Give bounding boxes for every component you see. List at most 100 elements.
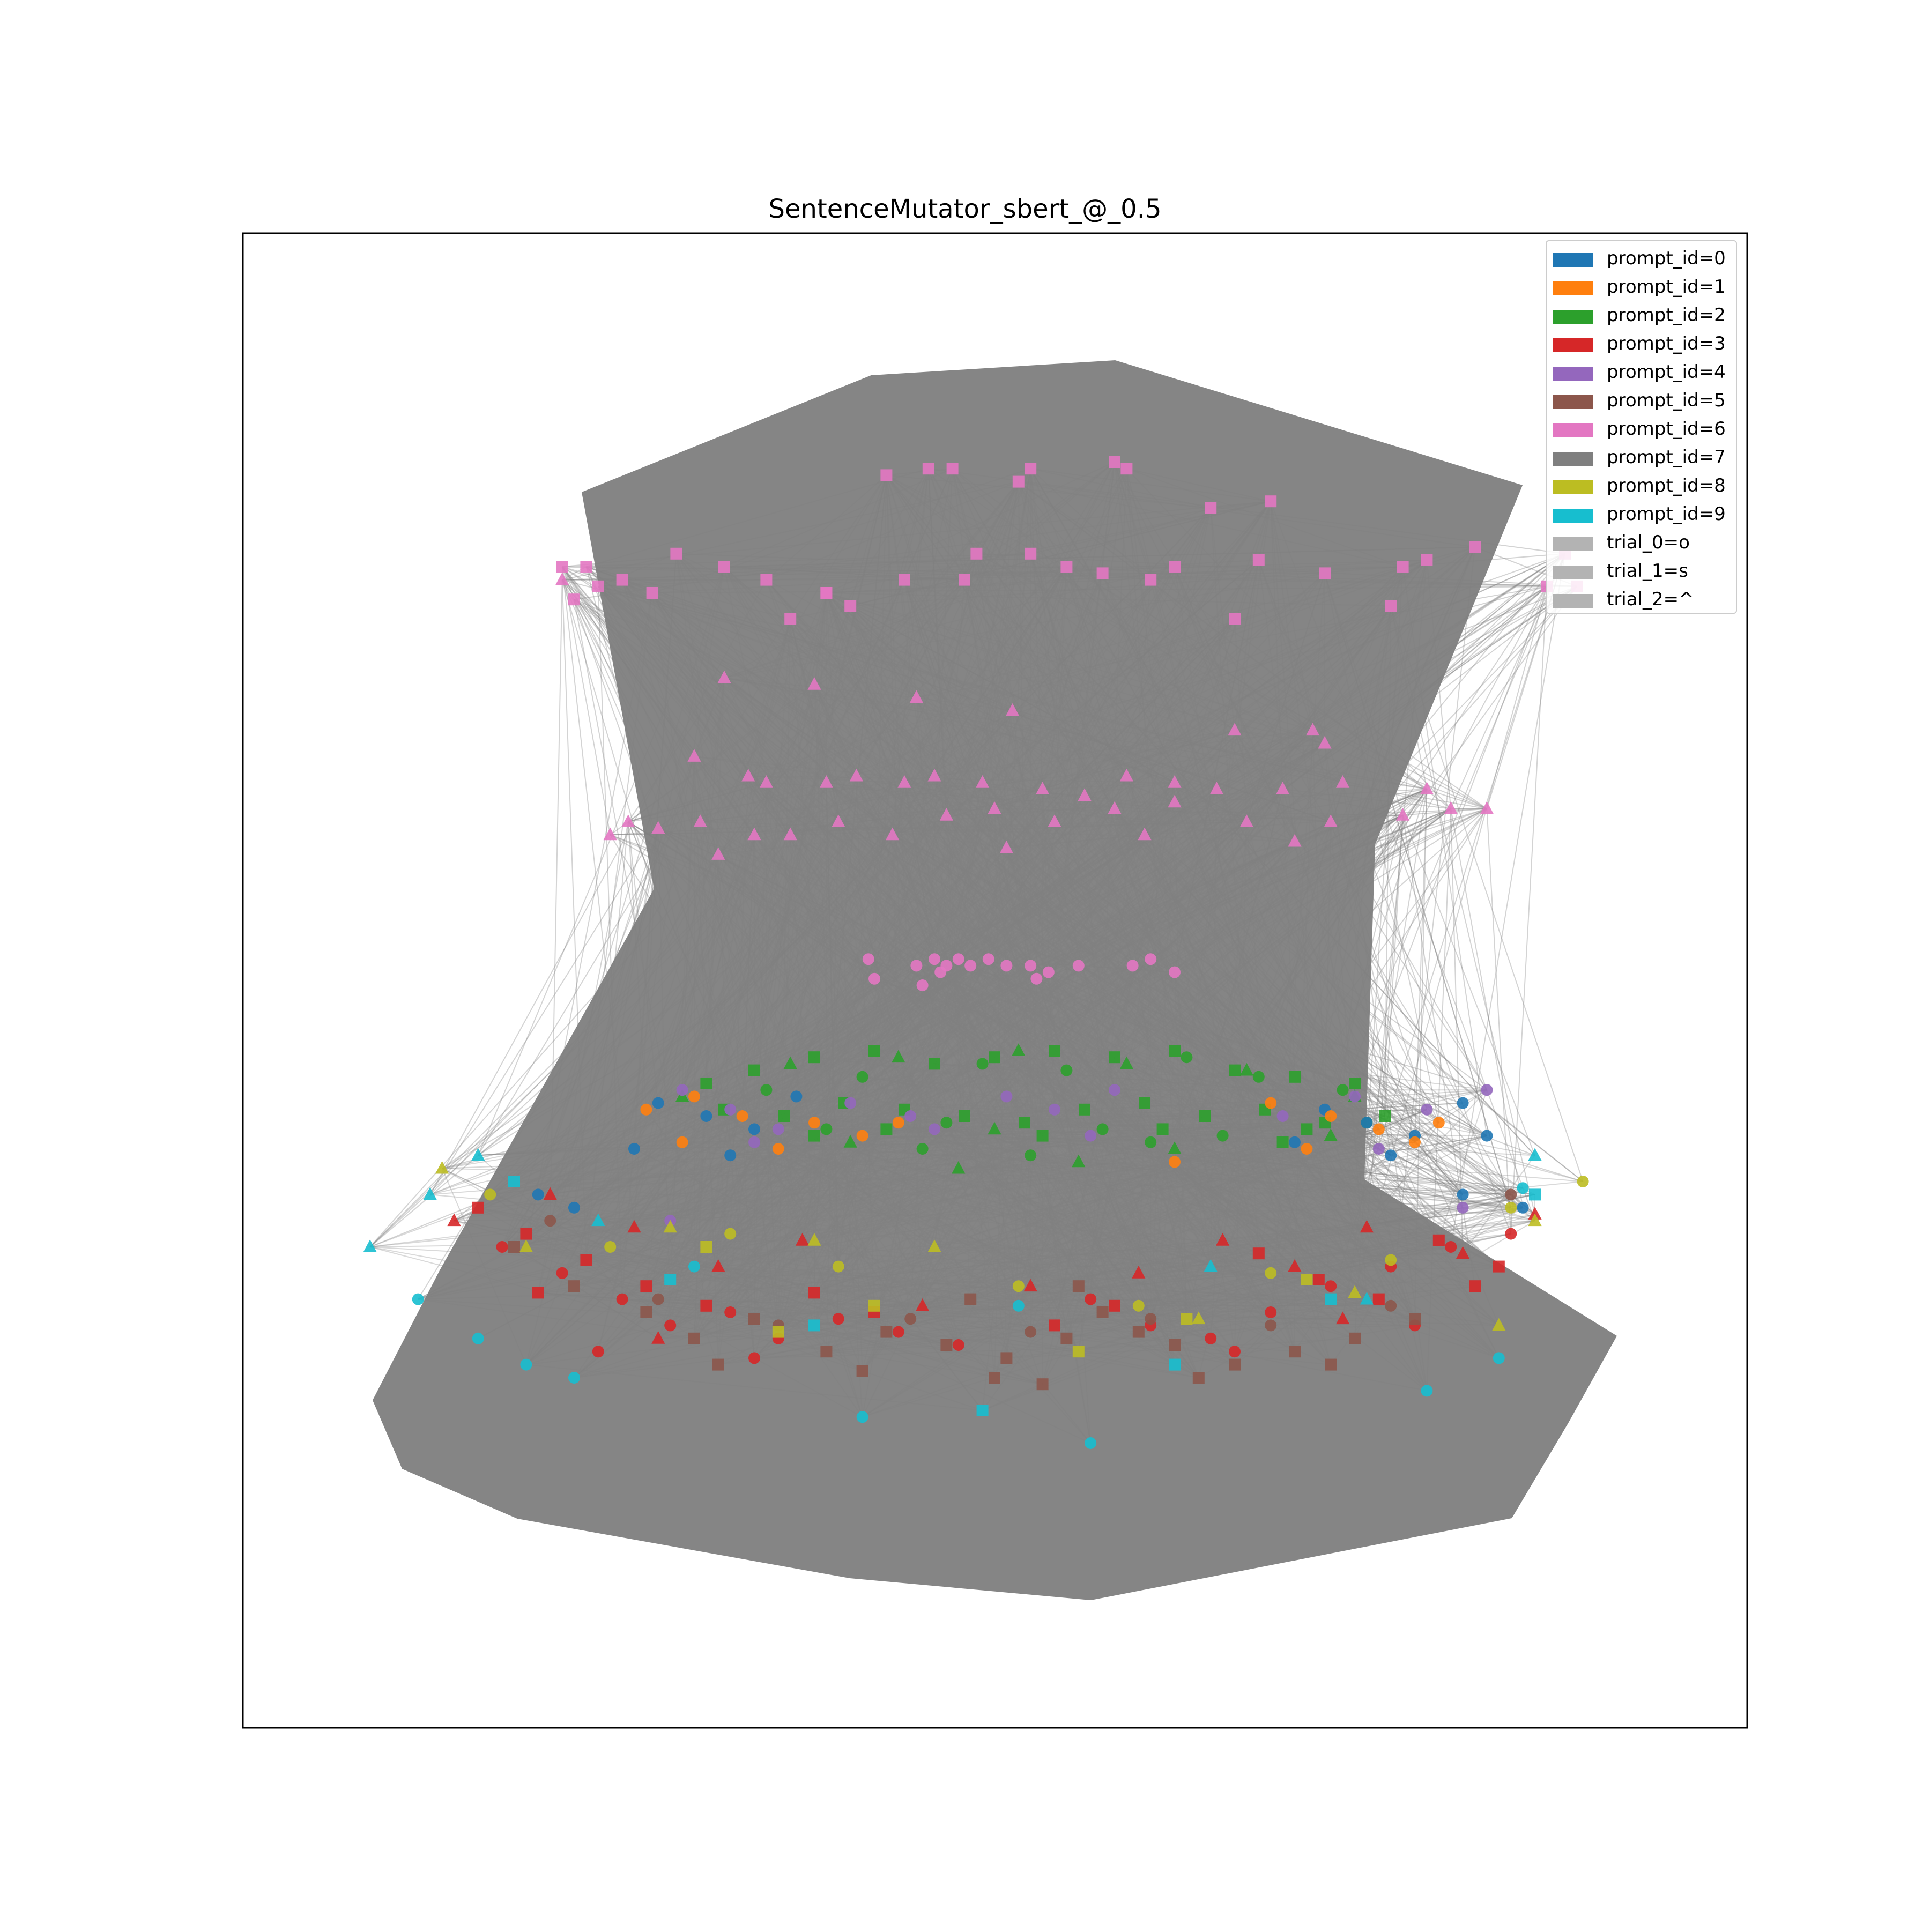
graph-node (693, 814, 707, 827)
graph-edge (724, 971, 941, 1110)
graph-edge (778, 1148, 983, 1411)
graph-edge (369, 579, 965, 1247)
graph-edge (1030, 1272, 1271, 1333)
graph-edge (1078, 965, 1487, 1091)
graph-edge (934, 1246, 1079, 1353)
graph-edge (1066, 566, 1295, 1352)
graph-edge (916, 965, 1079, 1352)
graph-edge (694, 1266, 1415, 1320)
graph-edge (454, 1220, 995, 1378)
graph-edge (754, 605, 1391, 836)
graph-edge (670, 1325, 1043, 1385)
graph-edge (862, 1279, 1319, 1418)
graph-edge (790, 835, 815, 1240)
graph-edge (502, 1246, 923, 1306)
graph-node (1349, 1332, 1361, 1344)
graph-edge (670, 1155, 1031, 1228)
graph-edge (958, 1168, 1511, 1195)
graph-edge (1138, 1292, 1355, 1306)
graph-edge (814, 684, 827, 783)
graph-edge (1126, 776, 1319, 1280)
graph-edge (904, 579, 971, 966)
graph-edge (1324, 573, 1512, 1208)
graph-edge (976, 553, 1313, 731)
graph-edge (682, 1057, 995, 1143)
graph-edge (1510, 586, 1548, 1234)
graph-edge (682, 978, 1037, 1091)
graph-edge (1030, 553, 1152, 1326)
graph-edge (754, 1272, 1271, 1320)
graph-edge (777, 468, 1031, 1130)
graph-edge (874, 782, 905, 979)
graph-edge (1054, 1109, 1367, 1300)
graph-node (1324, 1128, 1338, 1141)
graph-edge (754, 1057, 815, 1319)
graph-edge (874, 585, 1547, 979)
graph-node (1138, 827, 1152, 841)
graph-node (1036, 1130, 1049, 1142)
graph-edge (988, 958, 1115, 1090)
graph-edge (706, 742, 1325, 1084)
graph-edge (957, 481, 1019, 960)
graph-edge (1018, 481, 1451, 809)
graph-edge (814, 965, 917, 1326)
graph-edge (934, 553, 1031, 1064)
graph-edge (1078, 508, 1212, 966)
graph-edge (1150, 1141, 1451, 1247)
graph-edge (1174, 801, 1524, 1208)
graph-edge (982, 959, 989, 1064)
graph-node (1349, 1078, 1361, 1089)
graph-edge (1450, 1233, 1511, 1247)
graph-edge (441, 1168, 527, 1365)
graph-edge (892, 469, 929, 835)
graph-edge (766, 782, 827, 1090)
graph-edge (724, 965, 1133, 1110)
graph-node (1265, 1319, 1277, 1332)
graph-edge (574, 828, 659, 1287)
graph-edge (838, 1135, 1043, 1267)
graph-edge (574, 821, 1248, 1378)
graph-edge (562, 566, 1175, 803)
graph-edge (754, 1135, 815, 1358)
graph-edge (1048, 586, 1548, 973)
graph-edge (814, 1057, 839, 1267)
graph-edge (868, 585, 1577, 960)
graph-edge (628, 821, 1391, 1306)
graph-edge (1294, 1122, 1439, 1352)
graph-edge (940, 971, 1235, 1352)
graph-edge (766, 481, 1019, 581)
graph-node (1012, 475, 1025, 488)
graph-edge (850, 965, 1133, 1104)
graph-node (922, 463, 934, 475)
graph-edge (1078, 959, 1152, 1352)
graph-edge (429, 697, 917, 1195)
graph-edge (1270, 573, 1325, 1326)
graph-edge (717, 1129, 755, 1267)
graph-edge (645, 801, 1175, 1110)
graph-edge (778, 958, 959, 1130)
graph-node (856, 1365, 868, 1377)
graph-edge (886, 475, 923, 1306)
graph-edge (826, 619, 1235, 1130)
graph-edge (1012, 710, 1427, 790)
graph-edge (754, 1069, 1031, 1333)
graph-edge (724, 546, 1475, 568)
graph-edge (976, 553, 1487, 809)
graph-edge (897, 789, 1283, 1333)
edge-layer (369, 360, 1617, 1600)
graph-edge (766, 579, 905, 783)
graph-node (556, 561, 568, 573)
graph-edge (1066, 1103, 1145, 1339)
graph-edge (681, 619, 791, 1097)
graph-edge (1030, 965, 1175, 1162)
graph-edge (862, 1109, 1055, 1136)
graph-edge (748, 775, 1175, 783)
graph-edge (826, 782, 1500, 1267)
graph-edge (694, 965, 1031, 1339)
graph-edge (561, 566, 1235, 1365)
graph-node (1079, 1103, 1090, 1116)
graph-edge (700, 821, 971, 967)
graph-edge (801, 560, 1259, 1241)
graph-edge (1174, 560, 1259, 1149)
graph-edge (676, 553, 839, 822)
